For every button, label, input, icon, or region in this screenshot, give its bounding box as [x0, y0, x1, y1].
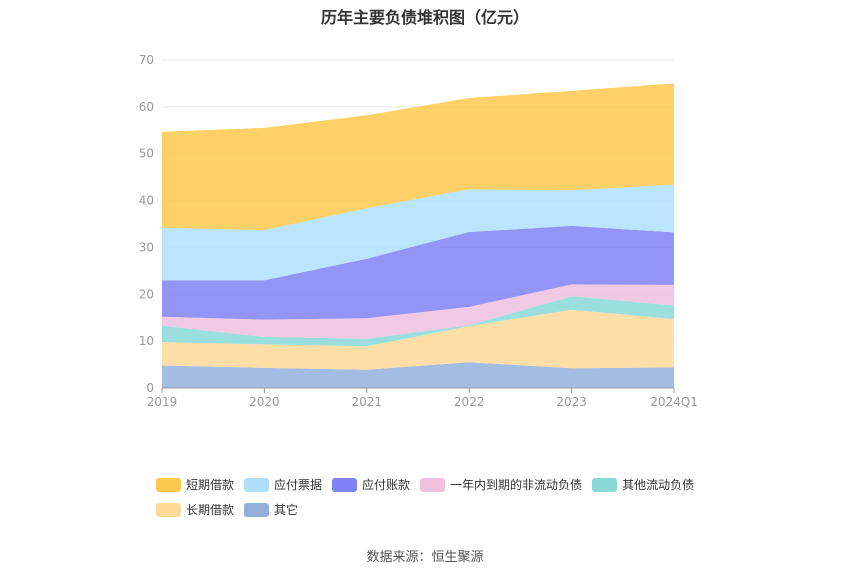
area-series-应付账款[interactable] [162, 225, 674, 320]
area-series-短期借款[interactable] [162, 83, 674, 231]
axes: 0 10 20 30 40 50 60 70 2019 2020 2021 2022 2023 2024Q… [139, 53, 698, 409]
y-tick-label: 20 [139, 287, 154, 301]
area-series-一年内到期的非流动负债[interactable] [162, 284, 674, 339]
legend-item[interactable]: 应付账款 [332, 476, 410, 493]
x-tick-label: 2019 [147, 395, 178, 409]
area-series [162, 83, 674, 388]
legend-swatch [156, 477, 181, 492]
legend-item[interactable]: 应付票据 [244, 476, 322, 493]
legend-label: 一年内到期的非流动负债 [450, 478, 583, 492]
x-tick-label: 2023 [556, 395, 587, 409]
y-tick-label: 70 [139, 53, 154, 67]
area-series-长期借款[interactable] [162, 309, 674, 370]
chart-title: 历年主要负债堆积图（亿元） [320, 8, 529, 27]
area-series-其他流动负债[interactable] [162, 296, 674, 347]
x-tick-label: 2022 [454, 395, 485, 409]
legend-label: 长期借款 [186, 503, 235, 517]
legend-item[interactable]: 一年内到期的非流动负债 [420, 476, 582, 493]
legend-label: 其它 [274, 503, 299, 517]
legend: 短期借款 应付票据 应付账款 一年内到期的非流动负债 其他流动负债长期借款 其它 [156, 472, 716, 522]
area-series-其它[interactable] [162, 362, 674, 388]
legend-item[interactable]: 其他流动负债 [592, 476, 694, 493]
y-tick-label: 50 [139, 147, 154, 161]
area-series-应付票据[interactable] [162, 184, 674, 281]
legend-row: 短期借款 应付票据 应付账款 一年内到期的非流动负债 其他流动负债 [156, 472, 716, 497]
legend-label: 应付账款 [362, 478, 411, 492]
legend-item[interactable]: 短期借款 [156, 476, 234, 493]
y-tick-label: 40 [139, 194, 154, 208]
legend-swatch [332, 477, 358, 492]
source-note: 数据来源：恒生聚源 [366, 550, 484, 565]
x-tick-label: 2021 [352, 395, 383, 409]
legend-swatch [244, 502, 270, 517]
legend-item[interactable]: 长期借款 [156, 501, 234, 518]
legend-label: 其他流动负债 [622, 478, 695, 492]
y-tick-label: 0 [146, 381, 154, 395]
y-tick-label: 10 [139, 334, 154, 348]
y-tick-label: 60 [139, 100, 154, 114]
y-tick-label: 30 [139, 240, 154, 254]
legend-swatch [592, 477, 618, 492]
legend-swatch [420, 477, 446, 492]
legend-row: 长期借款 其它 [156, 497, 716, 522]
x-tick-label: 2024Q1 [650, 395, 698, 409]
legend-item[interactable]: 其它 [244, 501, 298, 518]
x-tick-label: 2020 [249, 395, 280, 409]
legend-label: 短期借款 [186, 478, 235, 492]
legend-swatch [156, 502, 181, 517]
legend-label: 应付票据 [274, 478, 323, 492]
legend-swatch [244, 477, 270, 492]
